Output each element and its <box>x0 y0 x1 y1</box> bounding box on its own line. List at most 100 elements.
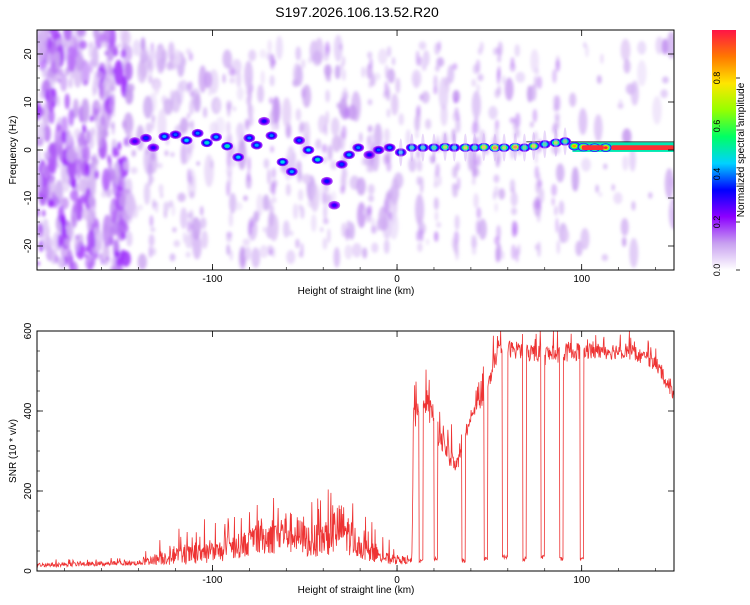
heatmap-cell <box>247 156 251 172</box>
heatmap-cell <box>452 63 458 70</box>
heatmap-cell <box>386 85 391 102</box>
heatmap-cell <box>187 212 193 219</box>
heatmap-cell <box>209 121 219 135</box>
heatmap-cell <box>154 201 159 213</box>
heatmap-cell <box>131 149 136 157</box>
heatmap-cell <box>187 145 192 155</box>
heatmap-cell <box>357 202 366 229</box>
heatmap-cell <box>495 248 500 263</box>
snr-xtick-label: -100 <box>202 575 222 586</box>
heatmap-cell <box>637 40 647 55</box>
heatmap-cell <box>297 139 302 142</box>
heatmap-cell <box>421 133 425 162</box>
heatmap-cell <box>332 203 337 207</box>
heatmap-cell <box>282 97 292 128</box>
heatmap-cell <box>189 191 195 198</box>
heatmap-cell <box>572 144 577 148</box>
heatmap-cell <box>611 145 674 150</box>
heatmap-cell <box>179 117 189 134</box>
heatmap-cell <box>522 146 527 150</box>
heatmap-cell <box>620 38 631 62</box>
heatmap-cell <box>433 197 440 211</box>
heatmap-cell <box>92 85 96 98</box>
heatmap-cell <box>68 77 73 89</box>
heatmap-cell <box>81 208 92 221</box>
heatmap-cell <box>498 188 506 200</box>
heatmap-cell <box>473 117 479 127</box>
heatmap-cell <box>238 245 247 270</box>
heatmap-cell <box>229 77 235 84</box>
heatmap-cell <box>603 146 608 150</box>
heatmap-cell <box>477 73 484 82</box>
heatmap-cell <box>510 191 518 207</box>
heatmap-cell <box>367 135 371 151</box>
heatmap-cell <box>325 110 330 125</box>
heatmap-cell <box>430 154 436 164</box>
heatmap-cell <box>411 69 422 88</box>
heatmap-cell <box>340 185 346 195</box>
heatmap-cell <box>84 162 91 177</box>
heatmap-cell <box>472 165 476 177</box>
heatmap-cell <box>296 168 303 183</box>
heatmap-cell <box>342 56 346 66</box>
heatmap-cell <box>648 192 653 199</box>
heatmap-cell <box>312 50 322 66</box>
heatmap-cell <box>109 44 118 54</box>
heatmap-cell <box>300 242 304 258</box>
heatmap-cell <box>180 144 187 165</box>
heatmap-cell <box>492 146 497 150</box>
heatmap-cell <box>37 208 40 218</box>
heatmap-cell <box>367 98 373 106</box>
heatmap-cell <box>243 195 248 201</box>
heatmap-cell <box>341 125 347 140</box>
heatmap-cell <box>268 200 273 212</box>
heatmap-cell <box>493 185 499 197</box>
heatmap-cell <box>193 93 201 113</box>
heatmap-noise-cloud <box>37 30 674 270</box>
heatmap-cell <box>655 36 664 55</box>
snr-ytick-label: 400 <box>23 402 34 419</box>
heatmap-cell <box>61 131 68 144</box>
heatmap-cell <box>322 156 328 164</box>
heatmap-cell <box>262 226 267 233</box>
heatmap-cell <box>371 242 379 253</box>
heatmap-cell <box>144 136 148 140</box>
heatmap-cell <box>474 167 480 177</box>
heatmap-cell <box>421 63 427 71</box>
heatmap-cell <box>476 83 480 93</box>
heatmap-cell <box>163 98 173 116</box>
heatmap-cell <box>78 40 88 50</box>
heatmap-cell <box>493 133 497 162</box>
heatmap-cell <box>562 229 570 243</box>
heatmap-cell <box>192 235 202 260</box>
heatmap-cell <box>228 192 237 214</box>
heatmap-cell <box>164 150 169 157</box>
heatmap-cell <box>301 59 306 69</box>
heatmap-cell <box>114 250 120 258</box>
heatmap-cell <box>37 261 40 266</box>
heatmap-cell <box>451 182 458 191</box>
heatmap-cell <box>60 54 64 62</box>
heatmap-cell <box>432 133 436 162</box>
heatmap-cell <box>225 144 230 148</box>
heatmap-cell <box>622 236 627 248</box>
heatmap-cell <box>330 117 340 137</box>
heatmap-cell <box>236 86 244 101</box>
heatmap-cell <box>409 146 414 150</box>
heatmap-cell <box>54 51 61 70</box>
heatmap-cell <box>38 224 43 234</box>
heatmap-cell <box>417 56 423 67</box>
heatmap-cell <box>199 205 204 216</box>
heatmap-cell <box>343 87 348 100</box>
heatmap-cell <box>195 131 200 135</box>
heatmap-cell <box>163 201 170 212</box>
heatmap-cell <box>351 242 362 258</box>
heatmap-cell <box>50 30 59 41</box>
heatmap-cell <box>93 76 97 86</box>
heatmap-cell <box>471 244 477 256</box>
heatmap-cell <box>271 180 276 196</box>
heatmap-cell <box>414 130 419 139</box>
heatmap-cell <box>530 48 539 74</box>
heatmap-cell <box>37 149 42 165</box>
snr-ytick-label: 200 <box>23 482 34 499</box>
